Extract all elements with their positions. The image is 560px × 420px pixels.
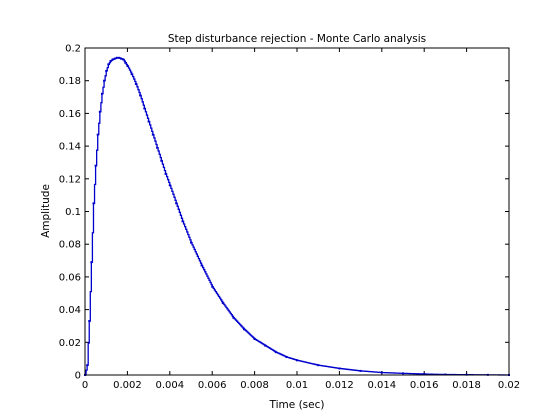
data-point [126,64,129,67]
x-tick-label: 0.002 [113,380,142,391]
response-line [85,57,510,376]
data-point [103,79,106,82]
data-point [200,264,203,267]
data-point [190,241,192,244]
data-point [338,367,341,370]
data-point [359,369,362,372]
data-point [147,120,150,123]
data-point [264,344,267,347]
y-tick-label: 0.2 [65,44,81,55]
x-tick-label: 0.004 [155,380,184,391]
y-tick-label: 0 [75,371,81,382]
data-point [122,58,125,61]
data-point [105,69,108,72]
y-tick-label: 0.1 [65,207,81,218]
y-tick-label: 0.12 [59,174,81,185]
data-point [285,356,288,359]
y-axis-label: Amplitude [40,184,52,238]
x-tick-label: 0.008 [240,380,269,391]
data-point [274,351,277,354]
data-point [243,328,245,331]
data-point [88,320,91,323]
data-point [113,57,116,60]
x-tick-label: 0.018 [452,380,481,391]
data-point [90,261,93,264]
data-point [232,316,235,319]
chart-title: Step disturbance rejection - Monte Carlo… [168,33,426,45]
data-point [151,133,154,136]
data-point [115,56,118,59]
data-point [317,364,320,367]
data-point [160,159,163,162]
axis-ticks: 0 0.002 0.004 0.006 0.008 0.01 0.012 0.014 0.016… [59,44,520,392]
data-point [253,338,256,341]
data-point [120,57,123,60]
data-point [109,60,112,63]
x-tick-label: 0 [82,380,88,391]
plot-area [85,48,509,375]
data-point [96,133,99,136]
data-point [94,164,97,167]
x-tick-label: 0.006 [198,380,227,391]
data-point [423,373,426,376]
data-point [221,302,224,305]
data-point [117,56,120,59]
x-tick-label: 0.016 [410,380,439,391]
x-axis-label: Time (sec) [269,399,325,411]
y-tick-label: 0.18 [59,76,81,87]
data-point [107,63,110,66]
x-tick-label: 0.02 [498,380,520,391]
x-tick-label: 0.012 [325,380,354,391]
data-point [86,364,89,367]
data-point [98,110,101,113]
data-point [100,92,103,95]
data-point [168,184,171,187]
x-tick-label: 0.014 [367,380,396,391]
data-point [111,58,114,61]
y-tick-label: 0.04 [59,305,81,316]
y-tick-label: 0.16 [59,109,81,120]
data-point [92,202,95,205]
data-point [181,220,184,223]
data-point [134,82,137,85]
data-point [156,146,159,149]
data-point [380,371,383,374]
data-point [211,285,214,288]
data-point [175,202,178,205]
x-tick-label: 0.01 [286,380,308,391]
data-point [296,359,298,362]
data-point [402,372,404,375]
y-tick-label: 0.02 [59,338,81,349]
y-tick-label: 0.08 [59,240,81,251]
data-point [124,61,127,64]
plot-frame [84,47,510,376]
y-tick-label: 0.14 [59,142,81,153]
data-point [130,73,133,76]
y-tick-label: 0.06 [59,272,81,283]
data-point [164,172,167,175]
data-point [143,107,146,110]
data-point [139,94,142,97]
